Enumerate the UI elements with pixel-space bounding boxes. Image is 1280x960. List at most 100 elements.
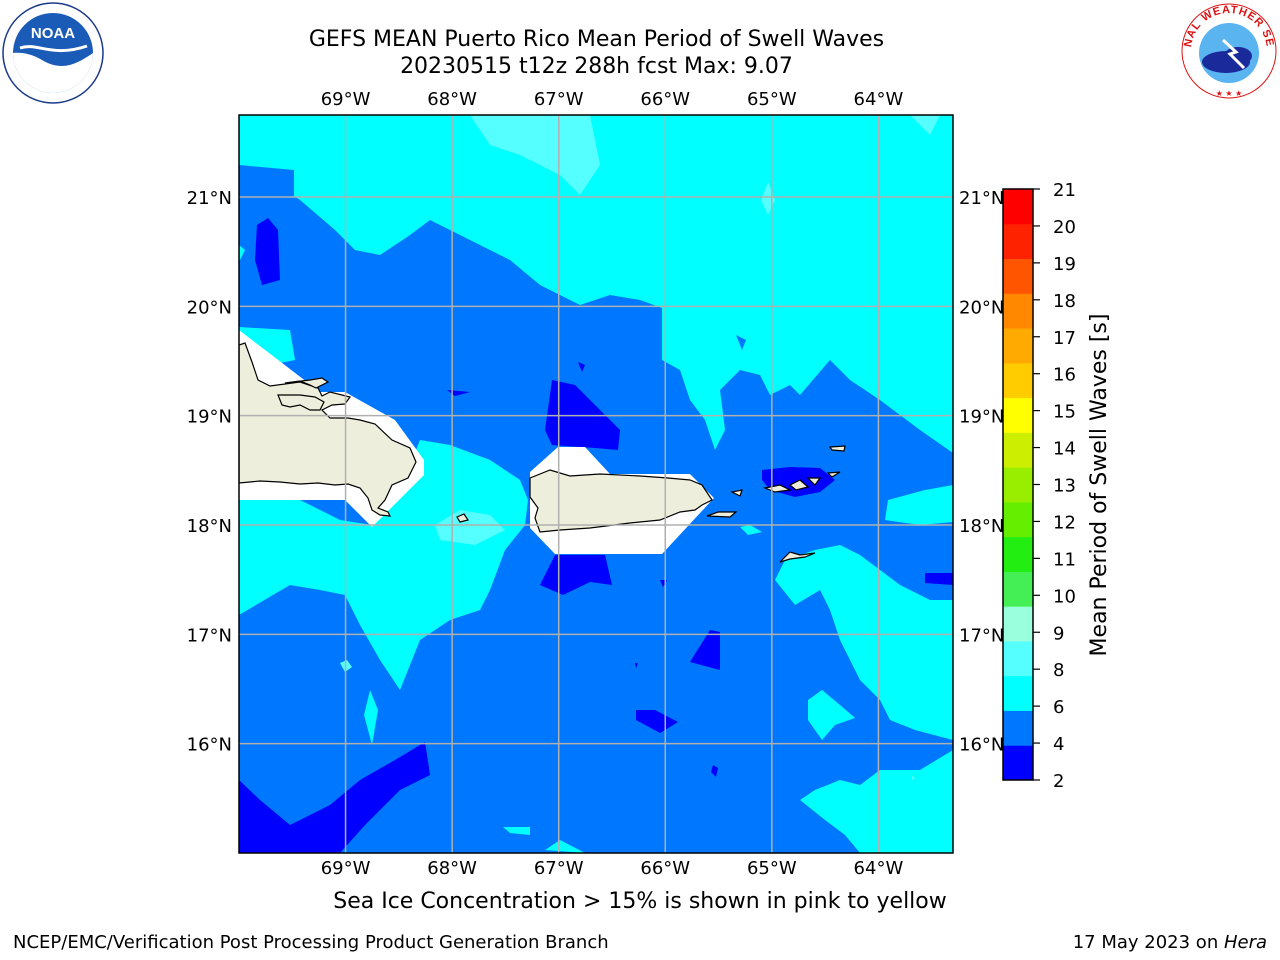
sea-ice-note: Sea Ice Concentration > 15% is shown in … (333, 889, 947, 914)
lon-label-bottom: 69°W (321, 858, 371, 879)
land-tortuga (284, 377, 330, 389)
colorbar-tick-label: 10 (1053, 586, 1076, 607)
colorbar-swatch (1003, 745, 1033, 781)
land-anegada (828, 445, 846, 452)
field-band-8-9-north (470, 115, 600, 195)
lon-label-top: 65°W (747, 89, 797, 110)
colorbar-swatch (1003, 501, 1033, 538)
land-hispaniola (239, 342, 417, 517)
field-band-2-4-j (635, 663, 638, 668)
lon-label-bottom: 66°W (640, 858, 690, 879)
land-puerto-rico (529, 469, 713, 533)
lat-label-right: 18°N (959, 516, 1004, 537)
map-frame (238, 114, 954, 854)
colorbar-tick-label: 17 (1053, 328, 1076, 349)
colorbar-swatch (1003, 328, 1033, 364)
field-band-2-4-d (578, 362, 585, 372)
colorbar-swatch (1003, 189, 1033, 225)
colorbar: 21 20 19 18 17 16 15 14 13 12 11 10 9 8 6 4 2 (1002, 180, 1076, 792)
colorbar-tick-label: 21 (1053, 180, 1076, 201)
field-band-6-8-east2 (775, 545, 953, 740)
map-gridlines (239, 115, 953, 853)
noaa-logo-icon: NOAA (2, 2, 104, 104)
nws-logo-icon: NATIONAL WEATHER SERVICE ★ ★ ★ (1178, 0, 1277, 99)
lat-label-right: 21°N (959, 188, 1004, 209)
colorbar-swatch (1003, 397, 1033, 433)
field-band-2-4-f (690, 630, 720, 670)
lon-label-top: 64°W (854, 89, 904, 110)
map-field (239, 115, 953, 853)
field-band-6-8-central (239, 440, 528, 690)
colorbar-tick-label: 4 (1053, 734, 1064, 755)
lon-label-top: 69°W (321, 89, 371, 110)
svg-text:★ ★ ★: ★ ★ ★ (1216, 89, 1243, 98)
lat-label-left: 18°N (187, 516, 232, 537)
field-band-8-9-ne (910, 115, 940, 135)
map-axis-labels: 69°W 69°W 68°W 68°W 67°W 67°W 66°W 66°W 65°W 65°W… (187, 89, 1005, 879)
host-name: Hera (1223, 932, 1267, 953)
colorbar-swatch (1003, 467, 1033, 503)
generation-date: 17 May 2023 on Hera (1073, 932, 1267, 953)
field-band-6-8-spot3 (503, 827, 530, 835)
colorbar-tick-label: 20 (1053, 217, 1076, 238)
land-vieques (706, 511, 738, 518)
lat-label-left: 19°N (187, 407, 232, 428)
lat-label-left: 20°N (187, 297, 232, 318)
field-band-2-4-a (255, 218, 280, 285)
producer-credit: NCEP/EMC/Verification Post Processing Pr… (13, 932, 609, 953)
colorbar-swatch (1003, 571, 1033, 607)
land-st-croix (779, 551, 816, 563)
lon-label-top: 67°W (534, 89, 584, 110)
colorbar-tick-label: 11 (1053, 549, 1076, 570)
plot-subtitle: 20230515 t12z 288h fcst Max: 9.07 (400, 54, 793, 79)
field-band-6-8-east5 (920, 715, 932, 728)
field-band-6-8-spot1 (364, 690, 378, 745)
colorbar-tick-label: 14 (1053, 439, 1076, 460)
colorbar-swatch (1003, 710, 1033, 746)
field-band-6-8-east3 (800, 750, 953, 853)
lat-label-right: 17°N (959, 625, 1004, 646)
lon-label-bottom: 65°W (747, 858, 797, 879)
land-culebra (730, 489, 743, 497)
plot-title: GEFS MEAN Puerto Rico Mean Period of Swe… (308, 27, 885, 52)
colorbar-tick-label: 2 (1053, 771, 1064, 792)
lon-label-top: 68°W (427, 89, 477, 110)
lon-label-bottom: 68°W (427, 858, 477, 879)
field-band-2-4-h (711, 765, 718, 777)
field-band-6-8-east1 (885, 485, 953, 525)
colorbar-tick-label: 18 (1053, 291, 1076, 312)
lon-label-bottom: 67°W (534, 858, 584, 879)
field-band-2-4-sw (239, 742, 430, 853)
land-hispaniola-nw (277, 394, 325, 411)
field-band-2-4-l (925, 573, 953, 585)
colorbar-swatch (1003, 223, 1033, 260)
field-band-6-8-spot5 (740, 525, 762, 535)
lon-label-bottom: 64°W (854, 858, 904, 879)
lat-label-right: 19°N (959, 407, 1004, 428)
colorbar-tick-label: 16 (1053, 365, 1076, 386)
lat-label-right: 20°N (959, 297, 1004, 318)
land-mona (456, 513, 469, 523)
noaa-logo-label: NOAA (31, 25, 75, 42)
lon-label-top: 66°W (640, 89, 690, 110)
field-band-2-4-g (636, 710, 678, 733)
lat-label-right: 16°N (959, 735, 1004, 756)
colorbar-tick-label: 8 (1053, 660, 1064, 681)
colorbar-tick-label: 15 (1053, 402, 1076, 423)
colorbar-label: Mean Period of Swell Waves [s] (1087, 314, 1112, 657)
lat-label-left: 16°N (187, 735, 232, 756)
field-band-6-8-east6 (945, 320, 953, 340)
colorbar-swatch (1003, 432, 1033, 468)
land-virgin-islands (762, 471, 841, 493)
colorbar-swatch (1003, 293, 1033, 329)
colorbar-swatch (1003, 536, 1033, 572)
field-band-6-8-west2 (239, 245, 245, 262)
colorbar-swatch (1003, 606, 1033, 642)
colorbar-tick-label: 13 (1053, 476, 1076, 497)
generation-date-text: 17 May 2023 on (1072, 932, 1224, 953)
field-band-6-8-spot4 (545, 840, 585, 853)
colorbar-swatch (1003, 640, 1033, 677)
field-band-6-8-east4 (808, 690, 855, 740)
colorbar-tick-label: 19 (1053, 254, 1076, 275)
